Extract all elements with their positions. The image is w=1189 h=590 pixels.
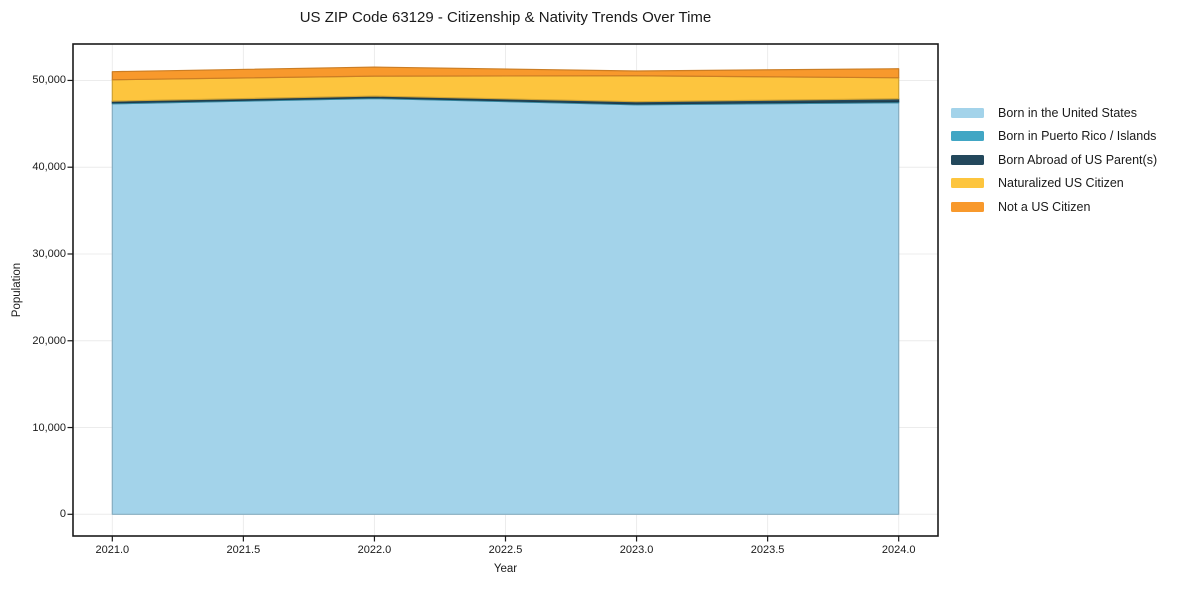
legend-item: Born Abroad of US Parent(s) — [951, 148, 1157, 172]
legend-item: Born in the United States — [951, 101, 1157, 125]
chart-title: US ZIP Code 63129 - Citizenship & Nativi… — [299, 9, 712, 26]
legend-label: Born in the United States — [998, 105, 1137, 120]
y-tick-label: 0 — [59, 508, 66, 521]
legend: Born in the United States Born in Puerto … — [951, 101, 1157, 219]
legend-item: Not a US Citizen — [951, 195, 1157, 219]
x-tick-label: 2021.0 — [95, 544, 130, 556]
x-axis-label: Year — [493, 563, 518, 575]
legend-swatch — [951, 154, 984, 165]
x-tick-label: 2022.5 — [488, 544, 523, 556]
x-tick-label: 2023.0 — [619, 544, 654, 556]
legend-label: Born in Puerto Rico / Islands — [998, 129, 1157, 144]
legend-label: Born Abroad of US Parent(s) — [998, 152, 1158, 167]
y-tick-label: 50,000 — [32, 74, 66, 87]
legend-item: Naturalized US Citizen — [951, 172, 1157, 196]
area-series — [111, 97, 900, 515]
legend-swatch — [951, 201, 984, 212]
y-tick-label: 30,000 — [32, 247, 66, 260]
y-tick-label: 40,000 — [32, 161, 66, 174]
area-series — [111, 66, 900, 81]
legend-swatch — [951, 178, 984, 189]
x-tick-label: 2021.5 — [226, 544, 261, 556]
legend-swatch — [951, 131, 984, 142]
legend-label: Naturalized US Citizen — [998, 176, 1124, 191]
y-axis-label: Population — [11, 262, 23, 318]
x-tick-label: 2023.5 — [750, 544, 785, 556]
y-tick-label: 10,000 — [32, 421, 66, 434]
x-tick-label: 2022.0 — [357, 544, 392, 556]
legend-swatch — [951, 107, 984, 118]
y-tick-label: 20,000 — [32, 334, 66, 347]
area-series — [111, 75, 900, 103]
legend-item: Born in Puerto Rico / Islands — [951, 125, 1157, 149]
x-tick-label: 2024.0 — [881, 544, 916, 556]
legend-label: Not a US Citizen — [998, 199, 1091, 214]
